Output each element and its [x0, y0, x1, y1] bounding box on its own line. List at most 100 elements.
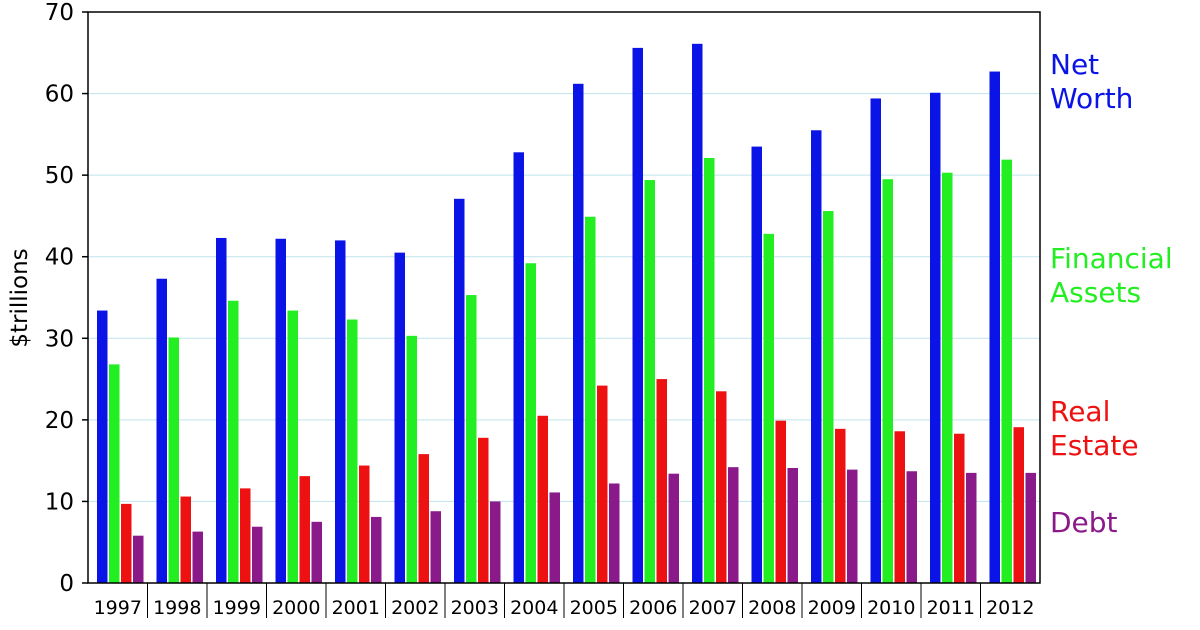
legend-real-estate-line2: Estate: [1050, 429, 1139, 462]
x-tick-label: 2002: [391, 597, 439, 619]
bar-real-estate-1997: [121, 503, 132, 583]
bar-debt-2012: [1025, 472, 1036, 583]
bar-real-estate-2010: [894, 431, 905, 583]
x-tick-label: 2004: [510, 597, 558, 619]
y-tick-label: 70: [45, 0, 74, 26]
x-tick-label: 2008: [748, 597, 796, 619]
y-tick-label: 30: [45, 326, 74, 352]
bar-net-worth-1998: [156, 278, 167, 583]
bar-net-worth-2010: [870, 98, 881, 584]
bar-financial-assets-2012: [1001, 159, 1012, 583]
bar-real-estate-2001: [359, 465, 370, 583]
legend-debt-line1: Debt: [1050, 506, 1118, 539]
x-tick-label: 2007: [689, 597, 737, 619]
legend-financial-assets-line2: Assets: [1050, 276, 1142, 309]
x-tick-label: 2011: [927, 597, 975, 619]
legend-real-estate-line1: Real: [1050, 395, 1111, 428]
bar-real-estate-2007: [716, 391, 727, 583]
y-tick-labels: 0 10 20 30 40 50 60 70: [45, 0, 74, 597]
bar-debt-2000: [311, 521, 322, 583]
bar-net-worth-2003: [454, 198, 465, 583]
bar-real-estate-2005: [597, 385, 608, 583]
bar-net-worth-2000: [275, 238, 286, 584]
x-tick-label: 2003: [451, 597, 499, 619]
bar-financial-assets-2008: [763, 233, 774, 584]
bar-net-worth-2011: [930, 92, 941, 584]
bar-financial-assets-2009: [823, 211, 834, 583]
bar-financial-assets-2002: [406, 335, 417, 583]
x-tick-label: 2012: [986, 597, 1034, 619]
bar-net-worth-2006: [632, 47, 643, 584]
x-tick-labels: 1997 1998 1999 2000 2001 2002 2003 2004 2005 2006…: [94, 597, 1035, 619]
legend-real-estate: Real Estate: [1050, 395, 1139, 463]
legend-net-worth-line1: Net: [1050, 48, 1100, 81]
bar-real-estate-2012: [1013, 427, 1024, 583]
x-tick-label: 2000: [272, 597, 320, 619]
bar-net-worth-2007: [692, 43, 703, 583]
bar-debt-1999: [252, 526, 263, 583]
bar-financial-assets-1997: [109, 364, 120, 583]
x-tick-label: 2001: [332, 597, 380, 619]
bar-debt-2003: [490, 501, 501, 583]
bar-group: [97, 43, 1036, 584]
bar-financial-assets-1999: [228, 300, 239, 583]
bar-debt-2004: [549, 492, 560, 583]
axes: [82, 11, 1041, 618]
bar-debt-2008: [787, 467, 798, 583]
bar-financial-assets-2005: [585, 216, 596, 583]
legend-debt: Debt: [1050, 506, 1118, 540]
bar-debt-2009: [847, 469, 858, 583]
bar-net-worth-2005: [573, 83, 584, 583]
y-tick-label: 40: [45, 245, 74, 271]
bar-debt-1998: [192, 531, 203, 583]
y-tick-label: 60: [45, 82, 74, 108]
bar-financial-assets-2010: [882, 179, 893, 583]
y-tick-label: 0: [59, 571, 74, 597]
x-tick-label: 1997: [94, 597, 142, 619]
bar-real-estate-2011: [954, 433, 965, 583]
bar-financial-assets-2006: [644, 180, 655, 583]
bar-financial-assets-2003: [466, 295, 477, 583]
bar-financial-assets-2007: [704, 158, 715, 583]
bar-debt-2002: [430, 511, 441, 583]
bar-debt-2011: [966, 472, 977, 583]
legend-net-worth: Net Worth: [1050, 48, 1133, 116]
bar-net-worth-2009: [811, 130, 822, 583]
bar-net-worth-2002: [394, 252, 405, 583]
bar-net-worth-2004: [513, 152, 524, 583]
y-tick-label: 50: [45, 163, 74, 189]
bar-financial-assets-2004: [525, 263, 536, 583]
legend-financial-assets: Financial Assets: [1050, 242, 1173, 310]
bar-real-estate-2004: [537, 415, 548, 583]
bar-financial-assets-2001: [347, 319, 358, 583]
x-tick-label: 1998: [153, 597, 201, 619]
bar-financial-assets-2011: [942, 172, 953, 583]
y-tick-label: 20: [45, 408, 74, 434]
bar-debt-2010: [906, 471, 917, 583]
x-tick-label: 2005: [570, 597, 618, 619]
x-tick-label: 2006: [629, 597, 677, 619]
bar-real-estate-2002: [418, 454, 429, 583]
legend-net-worth-line2: Worth: [1050, 82, 1134, 115]
bar-debt-2007: [728, 467, 739, 583]
bar-financial-assets-1998: [168, 337, 179, 583]
y-axis-label: $trillions: [7, 248, 33, 348]
bar-real-estate-2008: [775, 420, 786, 583]
y-tick-label: 10: [45, 489, 74, 515]
bar-real-estate-2003: [478, 437, 489, 583]
gridlines: [88, 93, 1040, 502]
bar-real-estate-2000: [299, 476, 310, 583]
bar-real-estate-2009: [835, 428, 846, 583]
bar-financial-assets-2000: [287, 310, 298, 583]
bar-net-worth-2012: [989, 71, 1000, 583]
bar-real-estate-1998: [180, 496, 191, 583]
bar-net-worth-1997: [97, 310, 108, 583]
x-tick-label: 1999: [213, 597, 261, 619]
bar-net-worth-2001: [335, 240, 346, 583]
bar-debt-2005: [609, 483, 620, 583]
bar-net-worth-2008: [751, 146, 762, 584]
bar-debt-1997: [133, 535, 144, 583]
bar-real-estate-2006: [656, 379, 667, 583]
bar-debt-2006: [668, 473, 679, 583]
